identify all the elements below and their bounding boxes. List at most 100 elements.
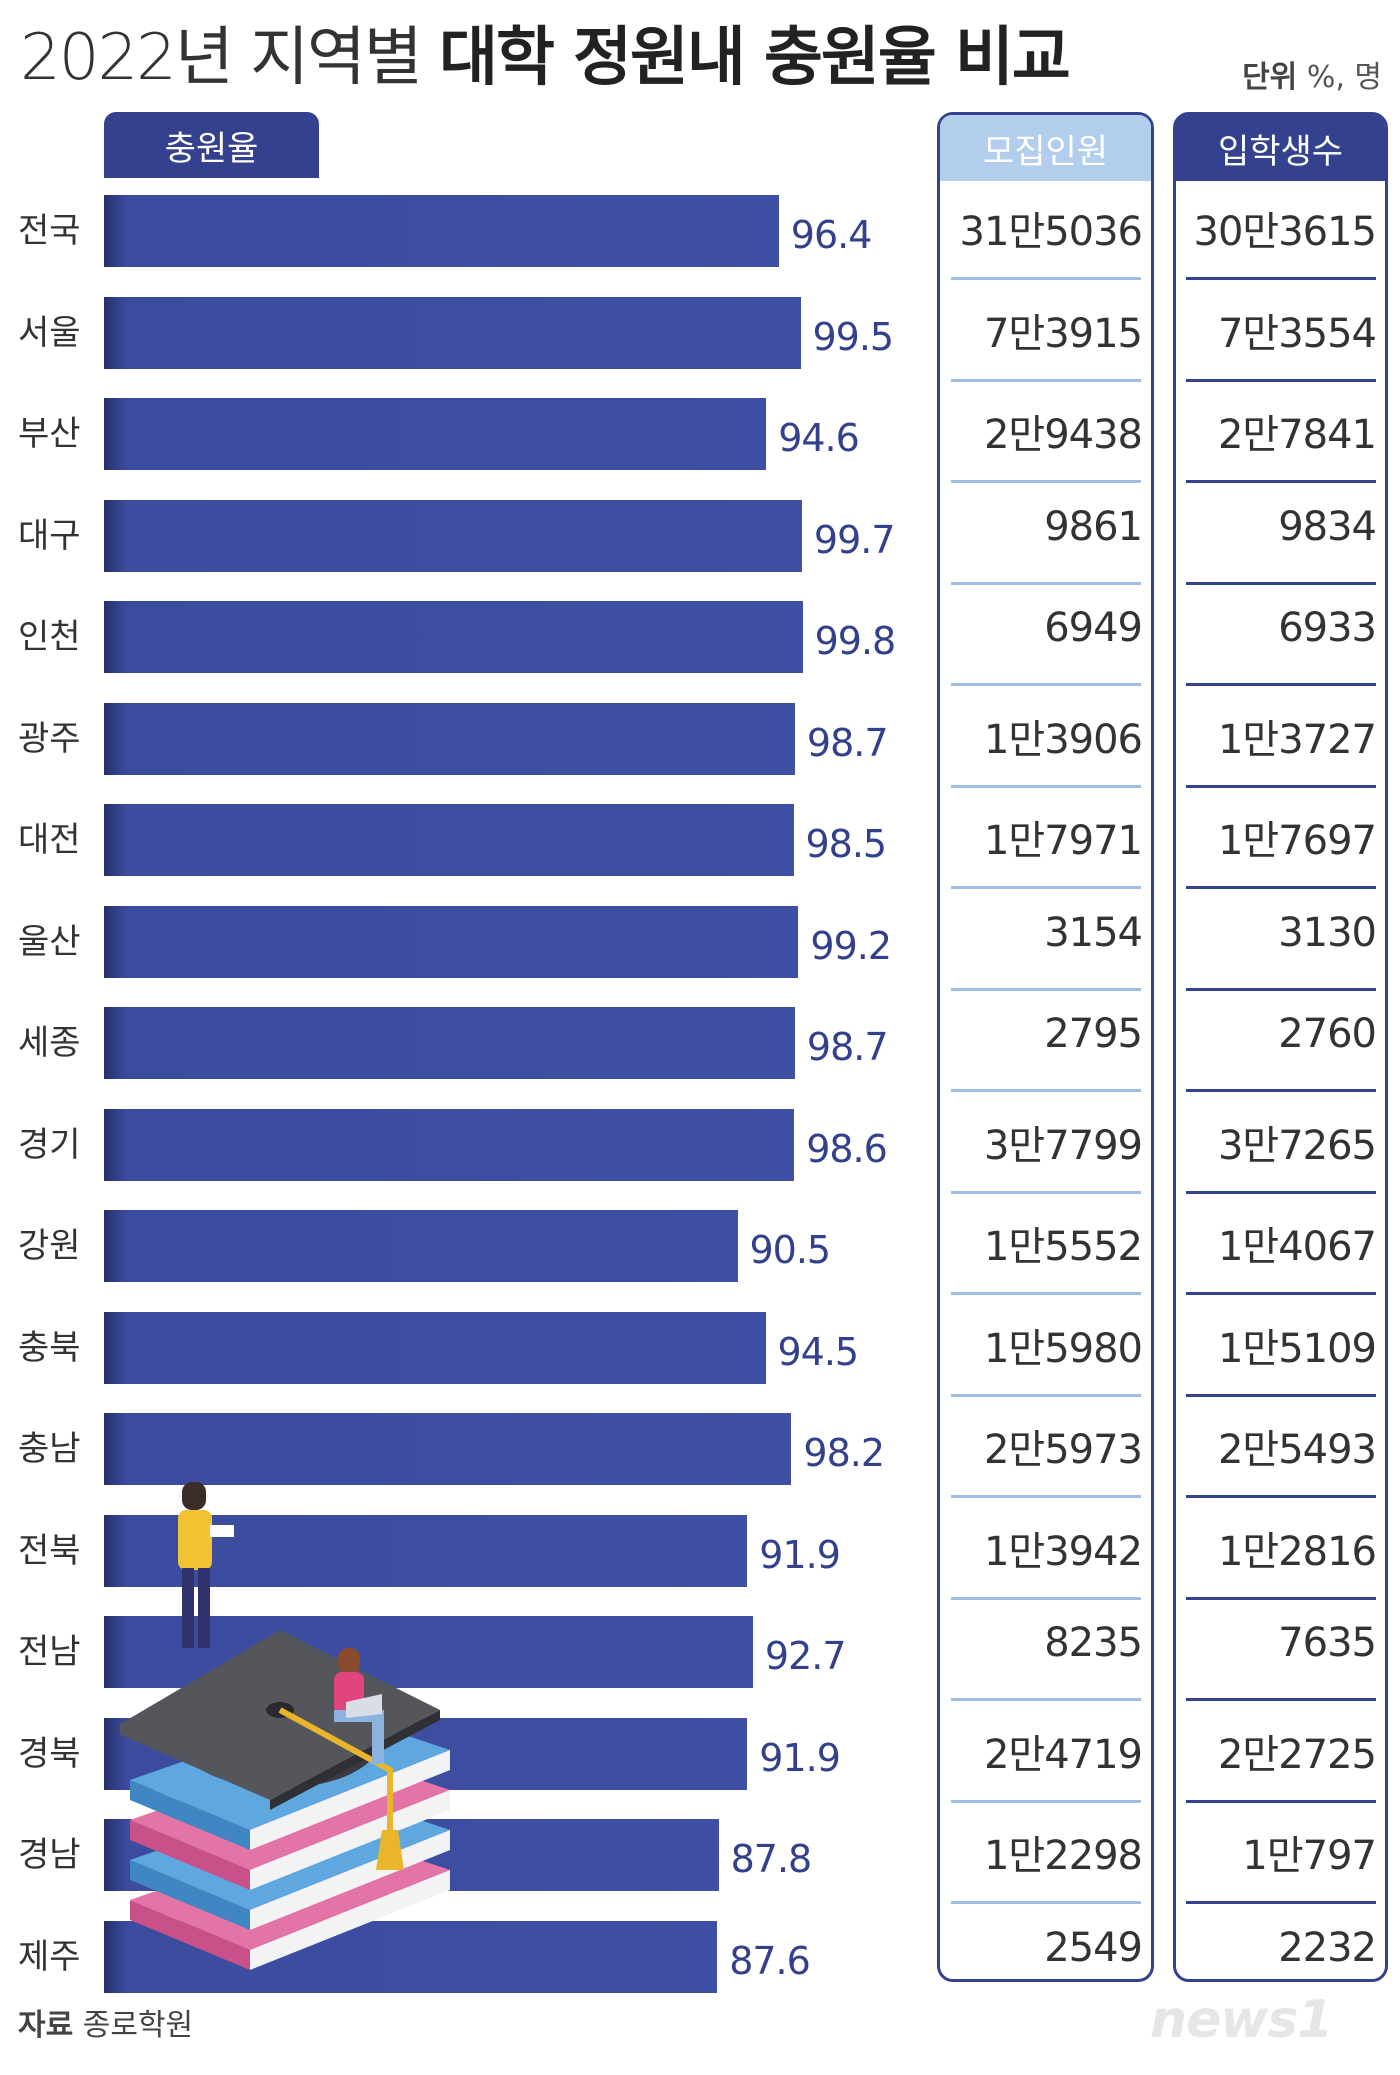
recruit-row-divider	[951, 987, 1141, 991]
unit-note: 단위 %, 명	[1242, 52, 1382, 96]
rate-bar	[104, 1007, 795, 1079]
region-label: 서울	[18, 312, 81, 353]
rate-value-label: 99.5	[812, 314, 895, 359]
admit-row-divider	[1186, 987, 1376, 991]
admit-value: 6933	[1278, 605, 1377, 651]
recruit-row-divider	[951, 1698, 1141, 1701]
recruit-row-divider	[951, 886, 1141, 889]
region-label: 대전	[18, 820, 81, 860]
admit-value: 30만3615	[1193, 209, 1377, 255]
recruit-row-divider	[951, 1799, 1141, 1803]
rate-bar	[104, 296, 801, 369]
rate-value-label: 98.7	[806, 720, 889, 765]
admit-value: 2만5493	[1217, 1427, 1377, 1473]
region-label: 경기	[18, 1124, 81, 1165]
region-label: 광주	[18, 718, 81, 759]
recruit-value: 2만4719	[983, 1731, 1143, 1778]
region-label: 충남	[18, 1429, 81, 1469]
admit-value: 9834	[1278, 503, 1377, 550]
rate-value-label: 98.6	[806, 1126, 888, 1171]
rate-value-label: 99.2	[810, 923, 892, 968]
source-value: 종로학원	[82, 2008, 194, 2043]
region-label: 전북	[18, 1530, 81, 1571]
admit-row-divider	[1186, 784, 1376, 788]
recruit-value: 2만9438	[983, 412, 1143, 458]
recruit-value: 3만7799	[983, 1122, 1143, 1169]
recruit-value: 1만2298	[983, 1833, 1143, 1879]
recruit-header: 모집인원	[940, 115, 1151, 181]
rate-bar	[104, 499, 802, 572]
admit-row-divider	[1186, 683, 1376, 686]
recruit-value: 7만3915	[983, 310, 1143, 357]
region-label: 부산	[18, 414, 81, 454]
admit-row-divider	[1186, 886, 1376, 889]
recruit-value: 6949	[1044, 605, 1143, 651]
rate-value-label: 90.5	[749, 1228, 832, 1272]
rate-value-label: 87.6	[729, 1938, 811, 1983]
rate-header: 충원율	[104, 112, 319, 178]
admit-row-divider	[1186, 581, 1376, 585]
region-label: 울산	[18, 921, 81, 962]
admit-value: 7635	[1278, 1620, 1377, 1666]
news1-logo: news1	[1150, 1990, 1333, 2050]
rate-bar	[104, 804, 794, 876]
rate-bar	[104, 702, 795, 775]
admit-row-divider	[1186, 1901, 1376, 1904]
page-title: 2022년 지역별 대학 정원내 충원율 비교	[20, 18, 1071, 98]
rate-bar	[104, 195, 779, 267]
recruit-value: 1만3942	[983, 1528, 1143, 1575]
admit-row-divider	[1186, 378, 1376, 382]
region-label: 전국	[18, 211, 81, 251]
recruit-value: 3154	[1044, 909, 1143, 956]
admit-header: 입학생수	[1176, 115, 1385, 181]
region-label: 대구	[18, 515, 81, 556]
region-label: 충북	[18, 1327, 81, 1368]
rate-value-label: 99.8	[814, 619, 897, 663]
recruit-value: 8235	[1044, 1620, 1143, 1666]
recruit-row-divider	[951, 784, 1141, 788]
rate-bar	[104, 398, 767, 470]
admit-value: 1만3727	[1217, 716, 1377, 763]
admit-row-divider	[1186, 1596, 1376, 1600]
rate-value-label: 98.5	[805, 822, 888, 866]
recruit-value: 31만5036	[959, 209, 1143, 255]
region-label: 경남	[18, 1835, 81, 1875]
admit-value: 7만3554	[1217, 310, 1377, 357]
rate-value-label: 99.7	[813, 517, 896, 562]
graduation-books-illustration	[120, 1482, 450, 1970]
rate-bar	[104, 905, 799, 978]
rate-value-label: 98.2	[803, 1431, 885, 1475]
recruit-row-divider	[951, 1393, 1141, 1397]
admit-value: 3만7265	[1217, 1122, 1377, 1169]
rate-value-label: 98.7	[806, 1025, 889, 1069]
recruit-row-divider	[951, 1901, 1141, 1904]
region-label: 제주	[18, 1936, 81, 1977]
recruit-row-divider	[951, 1495, 1141, 1498]
rate-bar	[104, 1311, 766, 1384]
recruit-value: 2795	[1044, 1011, 1143, 1057]
admit-row-divider	[1186, 1698, 1376, 1701]
rate-value-label: 96.4	[790, 213, 873, 257]
region-label: 강원	[18, 1226, 81, 1266]
admit-value: 1만7697	[1217, 818, 1377, 864]
admit-row-divider	[1186, 1089, 1376, 1092]
admit-row-divider	[1186, 480, 1376, 483]
admit-value: 1만797	[1242, 1833, 1377, 1879]
admit-row-divider	[1186, 1393, 1376, 1397]
recruit-row-divider	[951, 683, 1141, 686]
title-light: 2022년 지역별	[20, 21, 440, 95]
rate-value-label: 91.9	[759, 1532, 841, 1577]
admit-row-divider	[1186, 1190, 1376, 1194]
recruit-row-divider	[951, 1292, 1141, 1295]
recruit-value: 1만5552	[983, 1224, 1143, 1270]
admit-row-divider	[1186, 1495, 1376, 1498]
recruit-value: 1만3906	[983, 716, 1143, 763]
region-label: 인천	[18, 617, 81, 657]
recruit-value: 2549	[1044, 1924, 1143, 1971]
recruit-value: 2만5973	[983, 1427, 1143, 1473]
rate-bar	[104, 1108, 795, 1181]
admit-column: 입학생수	[1173, 112, 1388, 1982]
recruit-column: 모집인원	[937, 112, 1154, 1982]
region-label: 경북	[18, 1733, 81, 1774]
recruit-row-divider	[951, 480, 1141, 483]
